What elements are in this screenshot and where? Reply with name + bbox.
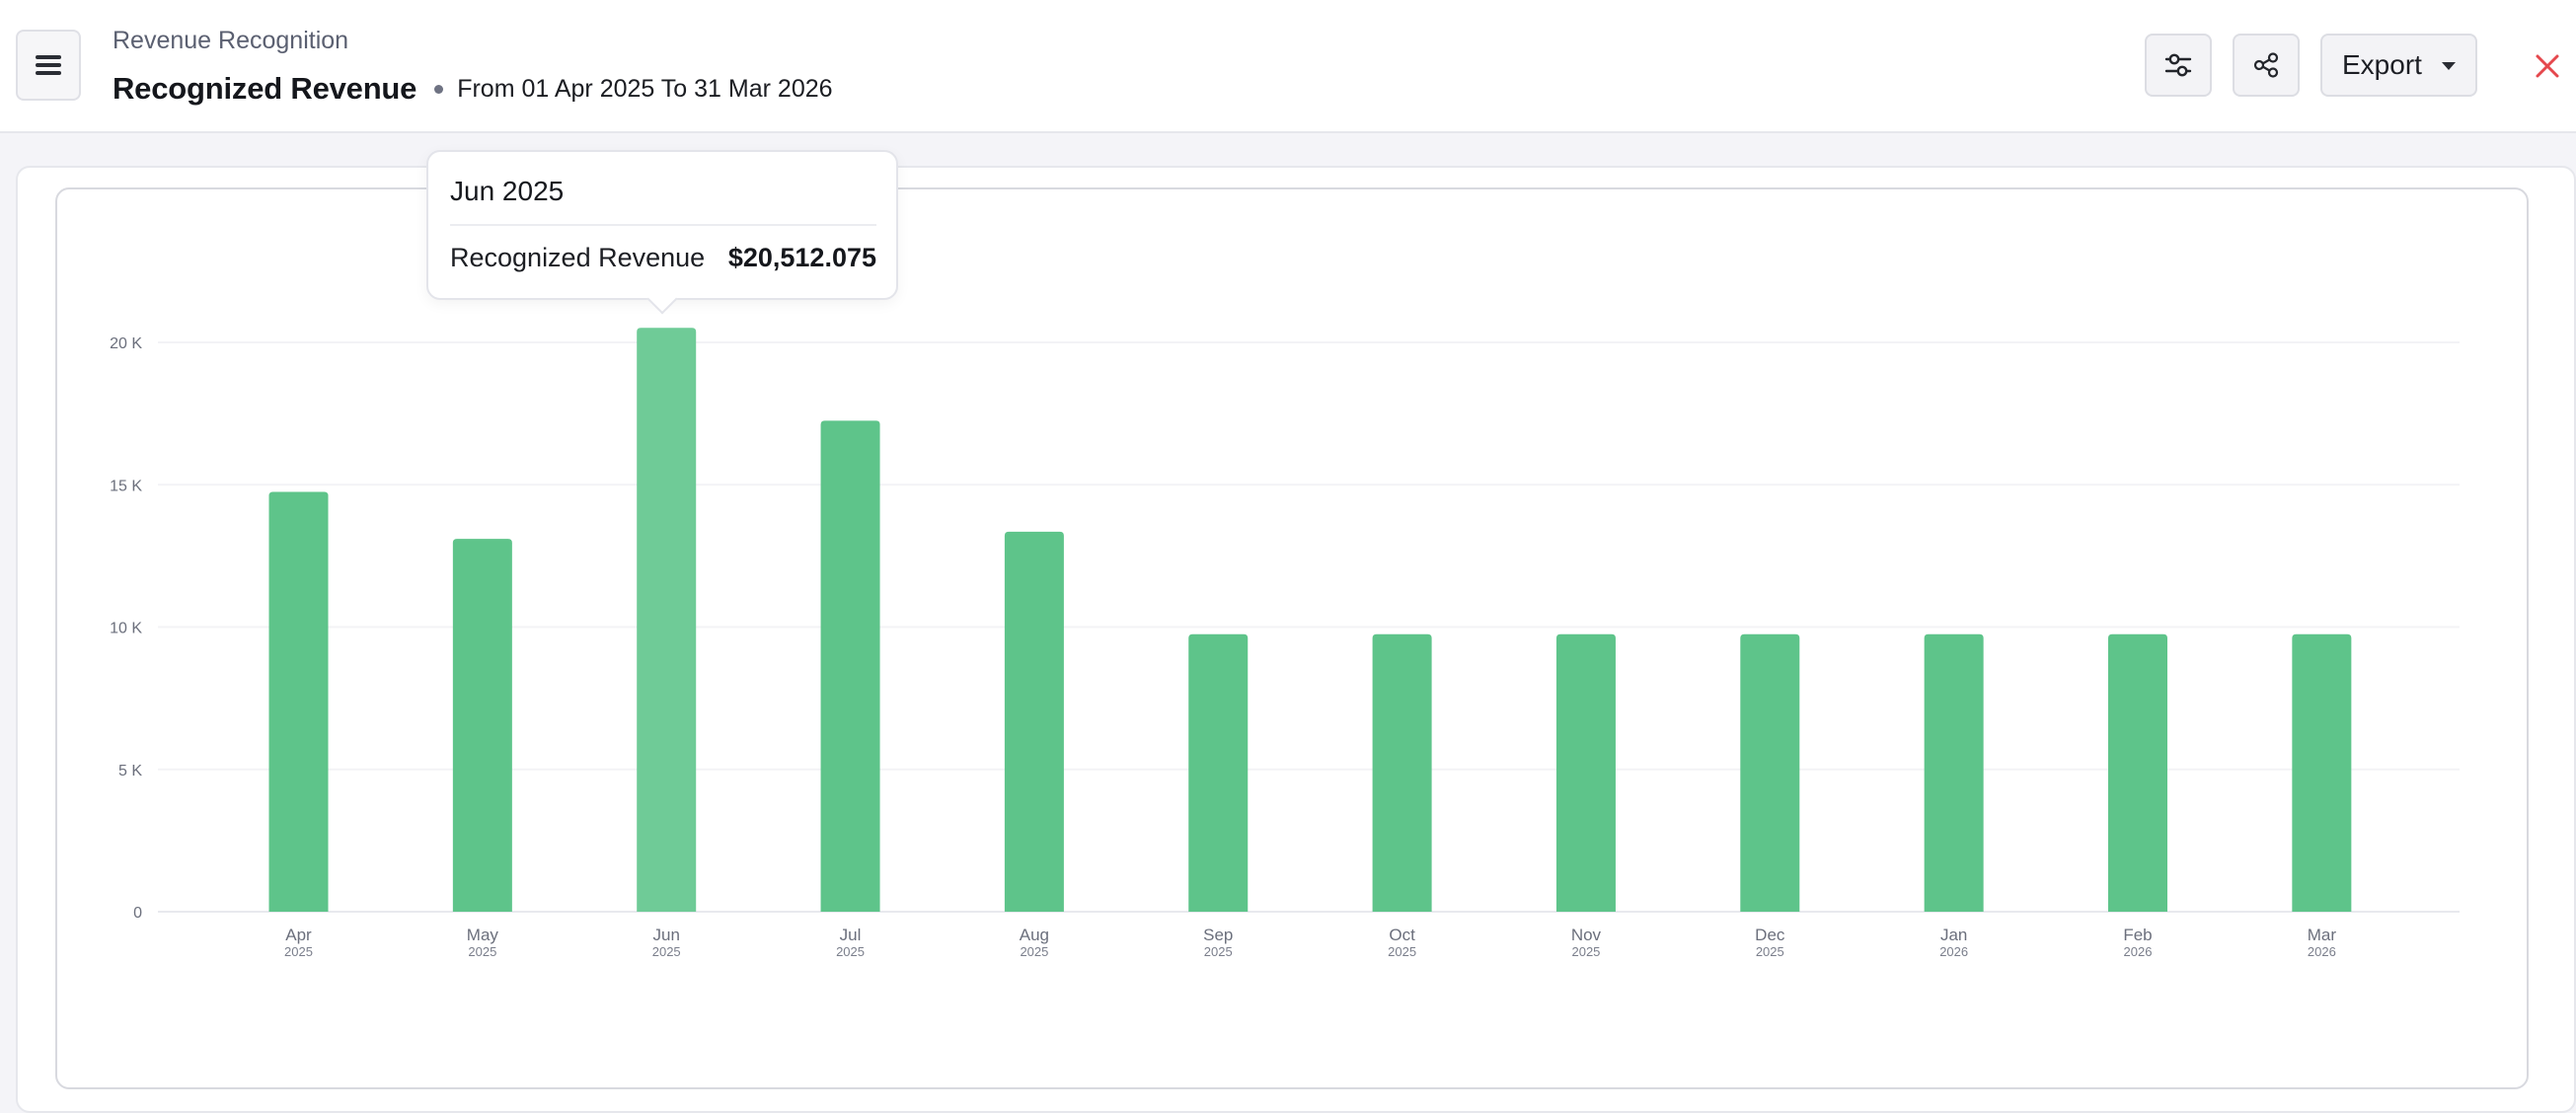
bar <box>452 539 512 912</box>
y-tick-label: 10 K <box>110 621 142 637</box>
tooltip-divider <box>450 224 876 226</box>
tooltip-series-label: Recognized Revenue <box>450 243 706 272</box>
menu-button[interactable] <box>16 30 81 101</box>
x-tick-year-label: 2025 <box>1571 944 1600 959</box>
x-tick-year-label: 2025 <box>284 944 313 959</box>
x-tick-year-label: 2025 <box>1756 944 1784 959</box>
page-title: Recognized Revenue <box>113 71 417 106</box>
breadcrumb[interactable]: Revenue Recognition <box>113 27 349 54</box>
y-tick-label: 0 <box>133 905 142 922</box>
x-tick-label: Oct <box>1389 926 1415 944</box>
tooltip-title: Jun 2025 <box>450 176 565 206</box>
y-tick-label: 5 K <box>118 763 142 779</box>
chart-tooltip: Jun 2025 Recognized Revenue $20,512.075 <box>426 150 898 300</box>
bar <box>2292 633 2352 912</box>
bar <box>1188 633 1249 912</box>
filter-sliders-icon <box>2164 53 2192 77</box>
x-tick-label: Nov <box>1571 926 1602 944</box>
bar <box>2108 633 2167 912</box>
x-tick-year-label: 2025 <box>1388 944 1416 959</box>
x-tick-label: Sep <box>1203 926 1233 944</box>
x-tick-label: Apr <box>285 926 312 944</box>
bar <box>1924 633 1984 912</box>
x-tick-year-label: 2026 <box>2124 944 2153 959</box>
close-icon <box>2536 54 2559 78</box>
filter-button[interactable] <box>2145 34 2212 97</box>
x-tick-label: Dec <box>1755 926 1785 944</box>
x-tick-year-label: 2026 <box>2308 944 2336 959</box>
bar <box>1555 633 1616 912</box>
x-tick-label: Aug <box>1020 926 1049 944</box>
separator-dot <box>434 84 444 94</box>
x-tick-year-label: 2026 <box>1939 944 1968 959</box>
x-tick-label: Jun <box>652 926 679 944</box>
x-tick-label: Jan <box>1940 926 1967 944</box>
bar <box>820 420 880 912</box>
date-range: From 01 Apr 2025 To 31 Mar 2026 <box>457 74 833 103</box>
chevron-down-icon <box>2442 62 2456 70</box>
x-tick-year-label: 2025 <box>468 944 496 959</box>
page-header: Revenue Recognition Recognized Revenue F… <box>0 0 2576 133</box>
export-button[interactable]: Export <box>2320 34 2477 97</box>
share-icon <box>2253 52 2279 78</box>
export-label: Export <box>2342 49 2422 80</box>
y-tick-label: 20 K <box>110 335 142 352</box>
x-tick-year-label: 2025 <box>1204 944 1233 959</box>
menu-icon <box>36 55 61 75</box>
bar <box>1372 633 1432 912</box>
tooltip-value: $20,512.075 <box>727 243 876 272</box>
close-button[interactable] <box>2533 51 2562 81</box>
x-tick-label: Jul <box>840 926 862 944</box>
x-tick-year-label: 2025 <box>1020 944 1048 959</box>
bar <box>637 328 697 912</box>
share-button[interactable] <box>2233 34 2300 97</box>
title-row: Recognized Revenue From 01 Apr 2025 To 3… <box>113 69 833 109</box>
y-tick-label: 15 K <box>110 478 142 494</box>
bar-chart: 05 K10 K15 K20 KApr2025May2025Jun2025Jul… <box>110 328 2460 959</box>
x-tick-label: Feb <box>2123 926 2152 944</box>
bar <box>1004 531 1064 912</box>
x-tick-year-label: 2025 <box>836 944 865 959</box>
x-tick-label: May <box>467 926 499 944</box>
x-tick-year-label: 2025 <box>652 944 681 959</box>
x-tick-label: Mar <box>2308 926 2337 944</box>
bar <box>1740 633 1800 912</box>
bar <box>268 491 329 912</box>
